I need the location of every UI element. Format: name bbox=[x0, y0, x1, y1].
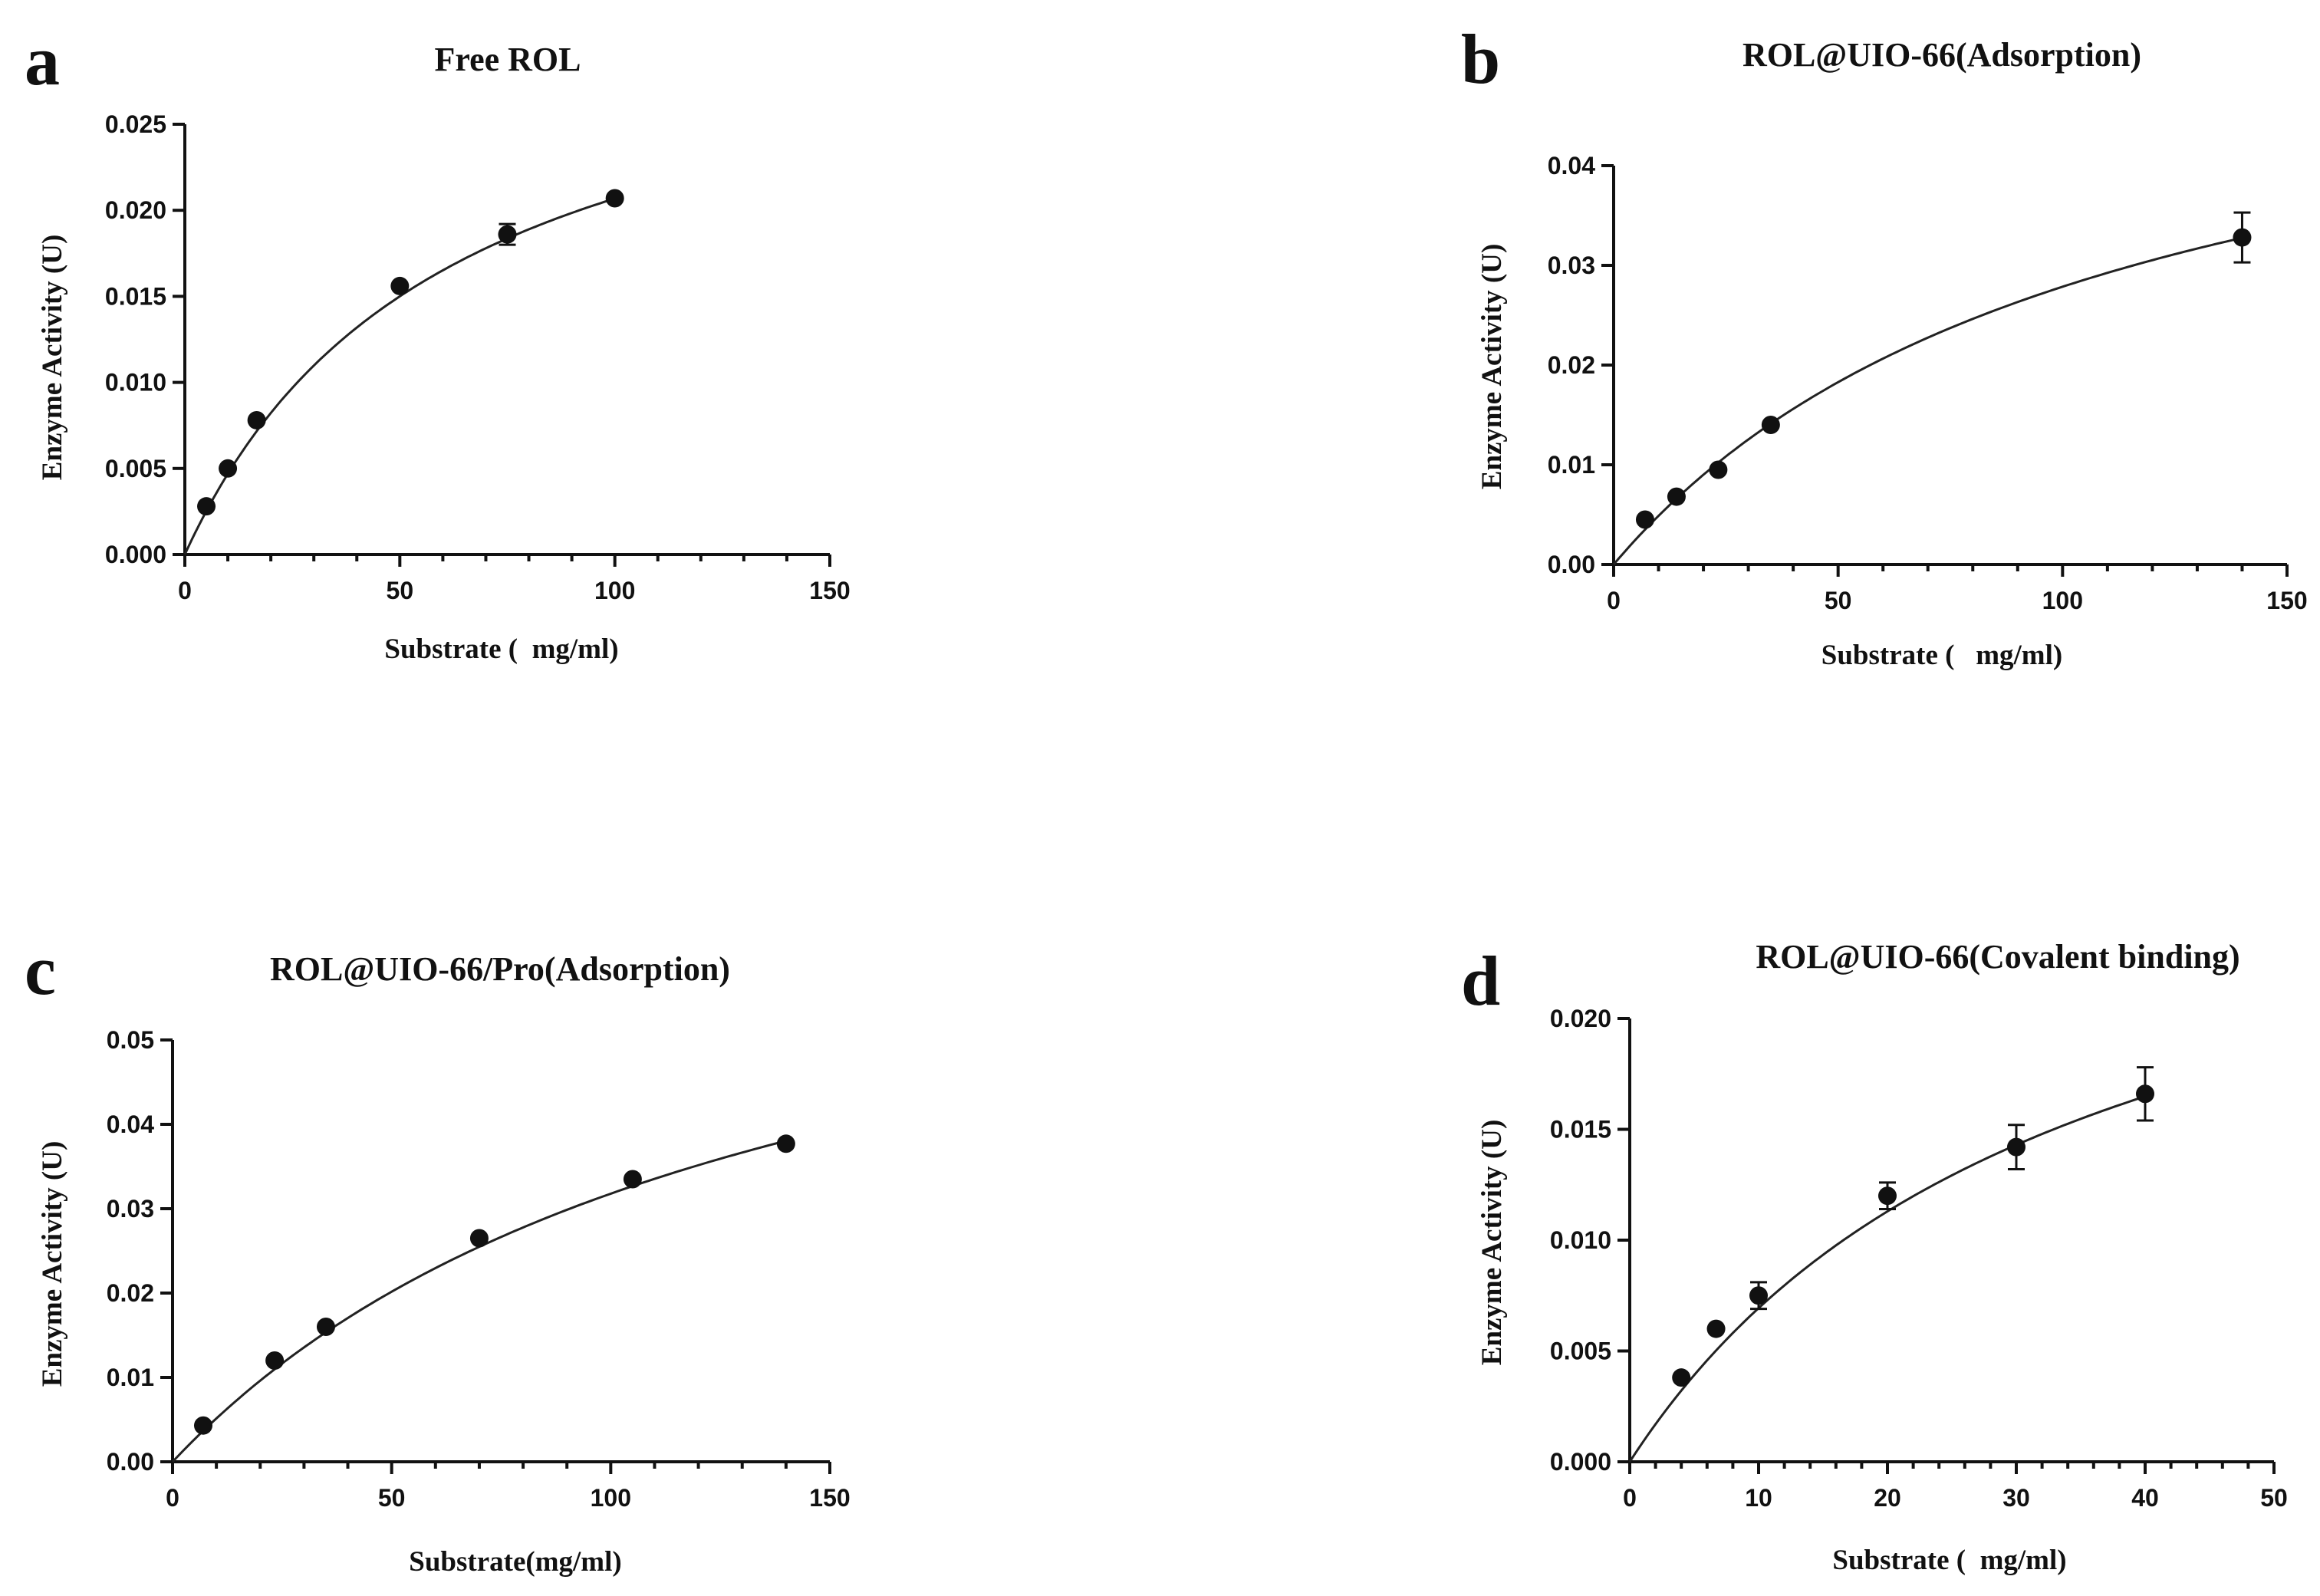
plot-area: 0 50 100 150 0.000 0.005 0.010 0.015 0.020 0.025 bbox=[105, 110, 851, 604]
y-tick-label: 0.04 bbox=[1548, 152, 1595, 179]
data-point bbox=[1667, 487, 1686, 506]
data-point bbox=[1878, 1186, 1897, 1206]
panel-c: c ROL@UIO-66/Pro(Adsorption) Enzyme Acti… bbox=[25, 931, 851, 1578]
y-tick-label: 0.00 bbox=[1548, 551, 1595, 578]
data-point bbox=[1635, 510, 1654, 529]
y-tick-label: 0.000 bbox=[105, 541, 166, 568]
y-axis-title: Enzyme Activity (U) bbox=[1476, 1120, 1508, 1366]
data-point bbox=[390, 276, 410, 295]
data-point bbox=[469, 1229, 489, 1248]
y-tick-label: 0.020 bbox=[105, 196, 166, 224]
x-axis-title: Substrate(mg/ml) bbox=[409, 1546, 621, 1578]
data-point bbox=[498, 225, 517, 244]
x-tick-label: 150 bbox=[2266, 587, 2307, 614]
y-tick-label: 0.005 bbox=[105, 455, 166, 482]
x-tick-label: 150 bbox=[809, 577, 850, 604]
data-point bbox=[197, 497, 216, 516]
fit-curve bbox=[1628, 1095, 2146, 1463]
plot-area: 0 50 100 150 0.00 0.01 0.02 0.03 0.04 bbox=[1548, 152, 2308, 614]
x-tick-label: 50 bbox=[378, 1484, 406, 1512]
x-tick-label: 0 bbox=[1623, 1484, 1637, 1512]
data-point bbox=[265, 1351, 285, 1370]
y-tick-label: 0.01 bbox=[1548, 451, 1595, 479]
x-tick-label: 30 bbox=[2002, 1484, 2030, 1512]
x-tick-label: 20 bbox=[1874, 1484, 1901, 1512]
data-point bbox=[776, 1134, 795, 1153]
data-point bbox=[623, 1170, 642, 1189]
x-tick-label: 0 bbox=[1607, 587, 1621, 614]
chart-title: ROL@UIO-66(Adsorption) bbox=[1742, 36, 2141, 74]
x-tick-label: 50 bbox=[1825, 587, 1852, 614]
x-tick-label: 0 bbox=[166, 1484, 179, 1512]
plot-area: 0 10 20 30 40 50 0.000 0.005 0.010 0.015 0.020 bbox=[1550, 1005, 2288, 1512]
y-axis-title: Enzyme Activity (U) bbox=[37, 1141, 68, 1387]
y-tick-label: 0.05 bbox=[107, 1026, 154, 1054]
chart-title: ROL@UIO-66/Pro(Adsorption) bbox=[270, 950, 730, 988]
y-axis-title: Enzyme Activity (U) bbox=[37, 235, 68, 481]
data-point bbox=[1761, 416, 1780, 434]
data-point bbox=[2007, 1137, 2025, 1157]
data-point bbox=[316, 1318, 335, 1336]
x-tick-label: 40 bbox=[2131, 1484, 2159, 1512]
chart-title: Free ROL bbox=[434, 41, 581, 78]
y-tick-label: 0.02 bbox=[1548, 351, 1595, 379]
panel-letter-a: a bbox=[25, 21, 60, 100]
data-point bbox=[1672, 1368, 1691, 1387]
y-tick-label: 0.03 bbox=[107, 1195, 154, 1223]
x-tick-label: 10 bbox=[1745, 1484, 1772, 1512]
data-point bbox=[2233, 228, 2252, 247]
y-tick-label: 0.01 bbox=[107, 1364, 154, 1391]
y-tick-label: 0.010 bbox=[105, 369, 166, 397]
panel-letter-c: c bbox=[25, 931, 56, 1009]
panel-letter-b: b bbox=[1461, 20, 1500, 98]
panel-letter-d: d bbox=[1461, 942, 1500, 1020]
x-tick-label: 100 bbox=[591, 1484, 631, 1512]
x-tick-label: 100 bbox=[2042, 587, 2083, 614]
x-tick-label: 100 bbox=[594, 577, 635, 604]
data-point bbox=[193, 1416, 212, 1435]
y-tick-label: 0.04 bbox=[107, 1111, 154, 1138]
data-point bbox=[2136, 1084, 2154, 1104]
data-point bbox=[605, 189, 624, 208]
y-tick-label: 0.020 bbox=[1550, 1005, 1611, 1032]
data-point bbox=[1706, 1319, 1726, 1338]
y-tick-label: 0.015 bbox=[105, 282, 166, 310]
y-tick-label: 0.03 bbox=[1548, 252, 1595, 279]
y-axis-title: Enzyme Activity (U) bbox=[1476, 244, 1508, 490]
y-tick-label: 0.025 bbox=[105, 110, 166, 138]
x-axis-title: Substrate ( mg/ml) bbox=[384, 633, 618, 665]
fit-curve bbox=[1612, 236, 2243, 565]
fit-curve bbox=[183, 197, 616, 555]
fit-curve bbox=[171, 1140, 787, 1463]
data-point bbox=[219, 459, 238, 478]
panel-d: d ROL@UIO-66(Covalent binding) Enzyme Ac… bbox=[1461, 938, 2288, 1576]
y-tick-label: 0.000 bbox=[1550, 1448, 1611, 1476]
data-point bbox=[1709, 460, 1728, 479]
y-tick-label: 0.02 bbox=[107, 1279, 154, 1307]
x-tick-label: 150 bbox=[809, 1484, 850, 1512]
data-point bbox=[247, 410, 266, 429]
y-tick-label: 0.00 bbox=[107, 1448, 154, 1476]
y-tick-label: 0.010 bbox=[1550, 1226, 1611, 1254]
y-tick-label: 0.015 bbox=[1550, 1116, 1611, 1144]
x-axis-title: Substrate ( mg/ml) bbox=[1821, 640, 2062, 671]
data-point bbox=[1749, 1286, 1768, 1305]
x-axis-title: Substrate ( mg/ml) bbox=[1832, 1545, 2066, 1576]
panel-a: a Free ROL Enzyme Activity (U) Substrate… bbox=[25, 21, 851, 665]
x-tick-label: 50 bbox=[387, 577, 414, 604]
panel-b: b ROL@UIO-66(Adsorption) Enzyme Activity… bbox=[1461, 20, 2308, 671]
x-tick-label: 0 bbox=[178, 577, 192, 604]
chart-title: ROL@UIO-66(Covalent binding) bbox=[1756, 938, 2239, 976]
y-tick-label: 0.005 bbox=[1550, 1338, 1611, 1365]
x-tick-label: 50 bbox=[2260, 1484, 2288, 1512]
plot-area: 0 50 100 150 0.00 0.01 0.02 0.03 0.04 0.05 bbox=[107, 1026, 851, 1512]
